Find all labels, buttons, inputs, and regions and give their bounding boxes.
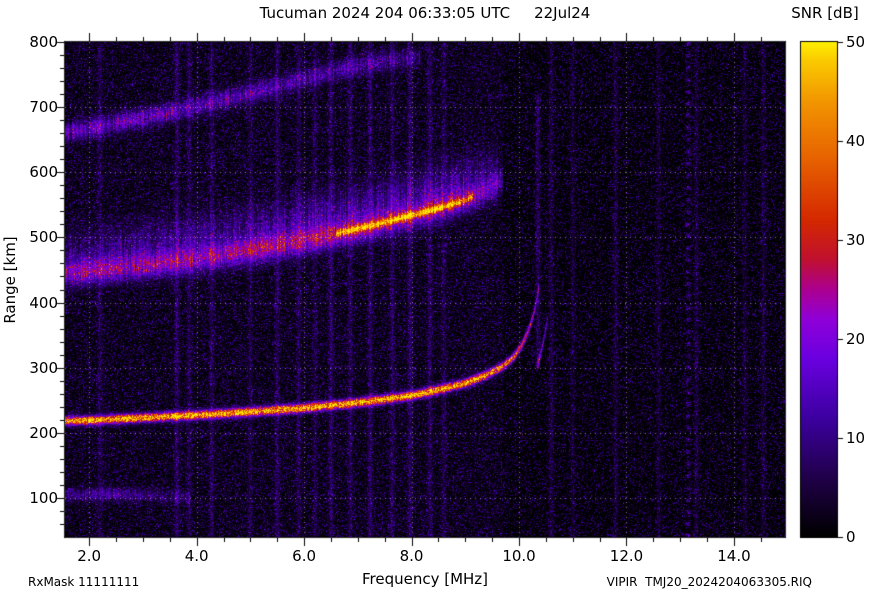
x-tick-label: 6.0 [292, 547, 317, 565]
x-tick-label: 14.0 [717, 547, 751, 565]
colorbar-tick-label: 10 [846, 429, 866, 447]
rxmask-label: RxMask 11111111 [28, 575, 140, 589]
filename-label: VIPIR TMJ20_2024204063305.RIQ [606, 575, 812, 589]
y-tick-label: 100 [29, 488, 58, 507]
colorbar-tick-label: 50 [846, 33, 866, 51]
plot-date: 22Jul24 [534, 4, 591, 22]
colorbar-tick-label: 40 [846, 132, 866, 150]
y-tick-label: 600 [29, 163, 58, 182]
y-axis-label: Range [km] [1, 236, 19, 324]
colorbar-tick-label: 0 [846, 528, 856, 546]
colorbar-title: SNR [dB] [791, 4, 859, 22]
x-tick-label: 12.0 [609, 547, 644, 565]
plot-title: Tucuman 2024 204 06:33:05 UTC [259, 4, 511, 22]
y-tick-label: 800 [29, 33, 58, 51]
title-row: Tucuman 2024 204 06:33:05 UTC 22Jul24 [65, 4, 785, 22]
x-tick-label: 2.0 [77, 547, 102, 565]
x-tick-label: 8.0 [399, 547, 424, 565]
x-tick-label: 4.0 [184, 547, 209, 565]
ionogram-heatmap [65, 42, 785, 537]
colorbar-tick-label: 30 [846, 231, 866, 249]
y-tick-label: 700 [29, 98, 58, 117]
x-tick-label: 10.0 [502, 547, 536, 565]
y-tick-label: 200 [29, 423, 58, 442]
colorbar-tick-label: 20 [846, 330, 866, 348]
